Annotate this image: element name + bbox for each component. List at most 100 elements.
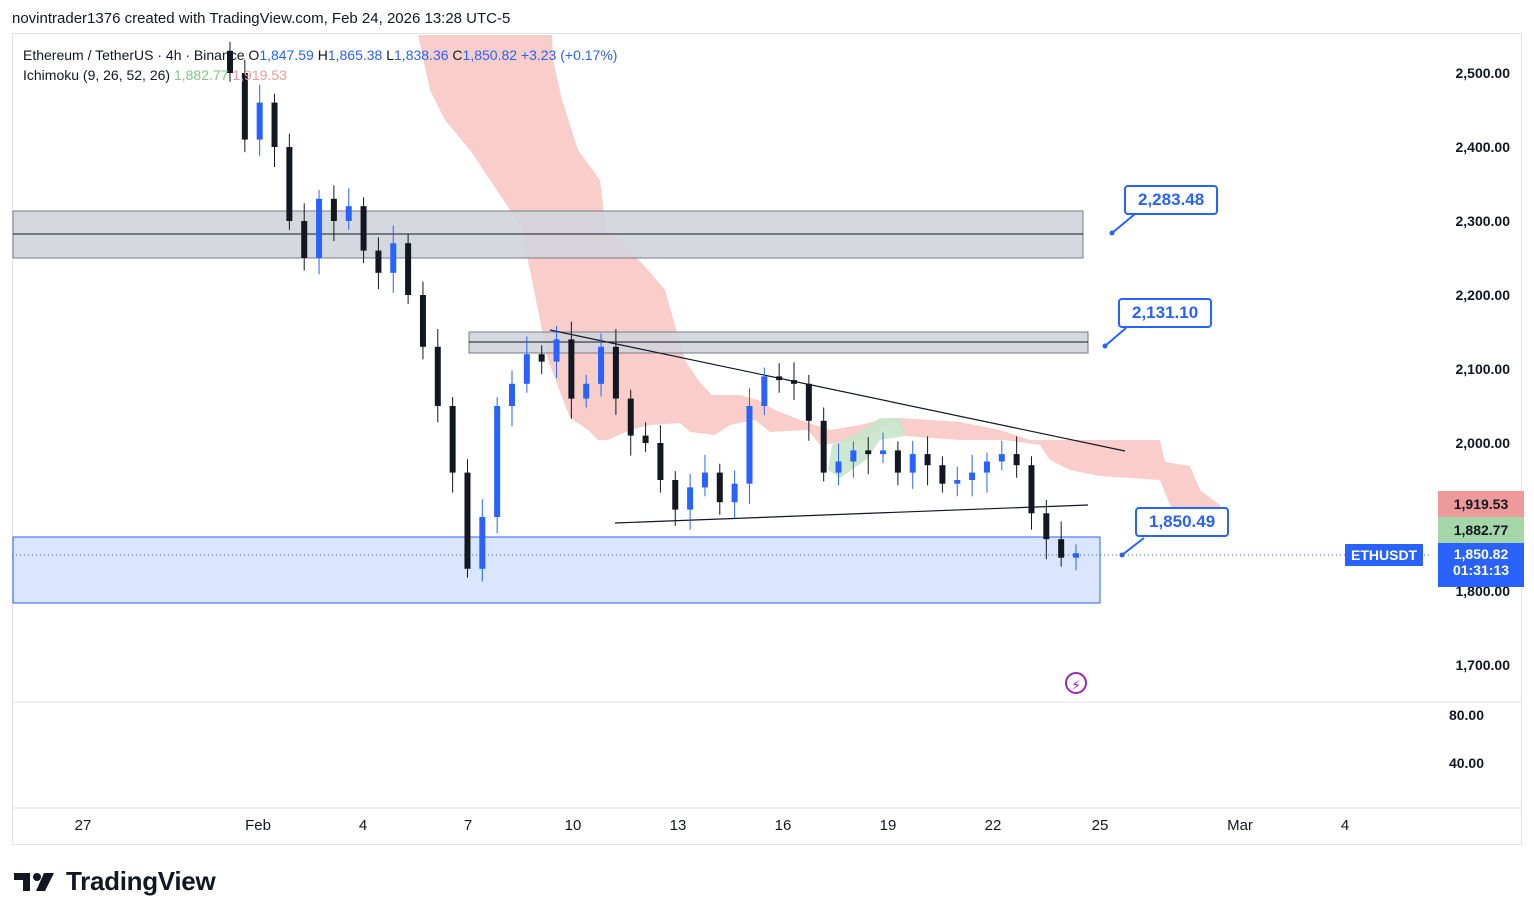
candle-body: [850, 450, 857, 462]
callout-price-2283[interactable]: 2,283.48: [1124, 185, 1219, 215]
candle-body: [672, 480, 679, 510]
last-price-badge: 1,850.82 01:31:13: [1438, 543, 1524, 587]
candle-body: [612, 346, 619, 399]
candle-body: [375, 250, 382, 273]
candle-body: [998, 454, 1005, 462]
candle-body: [983, 461, 990, 473]
close-value: 1,850.82: [462, 47, 518, 63]
callout-price-1850[interactable]: 1,850.49: [1135, 507, 1230, 537]
candle-body: [345, 206, 352, 221]
span-b-badge: 1,919.53: [1438, 491, 1524, 517]
candle-body: [360, 206, 367, 251]
candle-body: [1073, 553, 1079, 558]
candle-body: [419, 295, 426, 347]
candle-body: [969, 472, 976, 480]
tradingview-logo-icon: [14, 872, 54, 891]
high-label: H: [317, 47, 328, 63]
support-zone[interactable]: [12, 536, 1101, 604]
candle-body: [553, 339, 560, 362]
candle-body: [227, 50, 233, 73]
price-tick-label: 2,400.00: [1456, 139, 1511, 155]
candle-body: [316, 198, 323, 258]
chart-frame: [12, 33, 1522, 845]
candle-body: [568, 339, 575, 399]
candle-body: [494, 406, 501, 517]
ascending-trendline[interactable]: [614, 504, 1089, 524]
candle-body: [924, 454, 931, 466]
callout-tail-3: [1119, 537, 1145, 558]
countdown-value: 01:31:13: [1452, 562, 1510, 578]
change-value: +3.23 (+0.17%): [520, 47, 618, 63]
indicator-value-2: 1,919.53: [232, 67, 287, 83]
candle-body: [731, 483, 738, 503]
tradingview-logo[interactable]: TradingView: [14, 866, 216, 897]
candle-body: [271, 102, 278, 147]
price-tick-label: 1,800.00: [1456, 583, 1511, 599]
lightning-bolt-icon[interactable]: ⚡: [1065, 672, 1087, 694]
candle-body: [523, 354, 530, 384]
callout-price-2131[interactable]: 2,131.10: [1118, 298, 1213, 328]
symbol-badge: ETHUSDT: [1345, 544, 1424, 566]
time-tick-label: 4: [359, 817, 367, 834]
price-tick-label: 2,200.00: [1456, 287, 1511, 303]
candle-body: [241, 73, 248, 140]
candle-body: [256, 102, 263, 140]
price-tick-label: 2,300.00: [1456, 213, 1511, 229]
candle-body: [538, 354, 545, 362]
candle-body: [479, 517, 486, 569]
descending-trendline[interactable]: [549, 329, 1126, 452]
time-tick-label: 10: [565, 817, 582, 834]
symbol-line: Ethereum / TetherUS · 4h · Binance: [23, 47, 245, 63]
candle-body: [687, 487, 694, 510]
candle-body: [909, 454, 916, 473]
ichimoku-cloud-bear: [418, 35, 1224, 530]
candle-body: [716, 472, 723, 503]
low-label: L: [386, 47, 395, 63]
candle-body: [701, 472, 708, 488]
indicator-value-1: 1,882.77: [173, 67, 229, 83]
candle-body: [820, 420, 827, 473]
time-tick-label: 7: [464, 817, 472, 834]
candle-body: [1058, 539, 1065, 558]
candle-body: [954, 480, 961, 484]
time-axis[interactable]: 27 Feb 4 7 10 13 16 19 22 25 Mar 4: [75, 817, 1350, 834]
candle-body: [939, 465, 946, 484]
candle-body: [835, 461, 842, 473]
time-tick-label: 25: [1092, 817, 1109, 834]
price-tick-label: 2,000.00: [1456, 435, 1511, 451]
chart-legend: Ethereum / TetherUS · 4h · Binance O1,84…: [23, 45, 617, 85]
candle-body: [598, 346, 605, 384]
price-tick-label: 2,500.00: [1456, 65, 1511, 81]
candle-body: [776, 376, 783, 381]
candle-body: [390, 243, 397, 273]
callout-tail-2: [1102, 327, 1127, 349]
candle-body: [509, 383, 515, 406]
candle-body: [434, 346, 441, 406]
candle-body: [464, 472, 471, 569]
brand-name: TradingView: [66, 866, 216, 896]
candle-body: [746, 406, 753, 484]
callout-tail-1: [1109, 213, 1136, 236]
oscillator-axis: 80.00 40.00: [1449, 707, 1484, 771]
chart-credit: novintrader1376 created with TradingView…: [12, 10, 511, 27]
oscillator-tick-label: 80.00: [1449, 707, 1484, 723]
time-tick-label: 4: [1341, 817, 1349, 834]
candle-body: [301, 221, 308, 258]
time-tick-label: 27: [75, 817, 92, 834]
open-value: 1,847.59: [259, 47, 314, 63]
oscillator-tick-label: 40.00: [1449, 755, 1484, 771]
candle-body: [1043, 513, 1050, 540]
high-value: 1,865.38: [327, 47, 383, 63]
candle-body: [330, 198, 337, 221]
candle-body: [791, 380, 797, 384]
candle-body: [449, 406, 456, 473]
candle-body: [880, 450, 887, 455]
candle-body: [657, 443, 664, 480]
open-label: O: [248, 47, 260, 63]
candle-body: [627, 398, 634, 436]
candle-body: [894, 450, 901, 473]
price-tick-label: 2,100.00: [1456, 361, 1511, 377]
indicator-name[interactable]: Ichimoku (9, 26, 52, 26): [23, 67, 171, 83]
last-price-value: 1,850.82: [1453, 546, 1509, 562]
